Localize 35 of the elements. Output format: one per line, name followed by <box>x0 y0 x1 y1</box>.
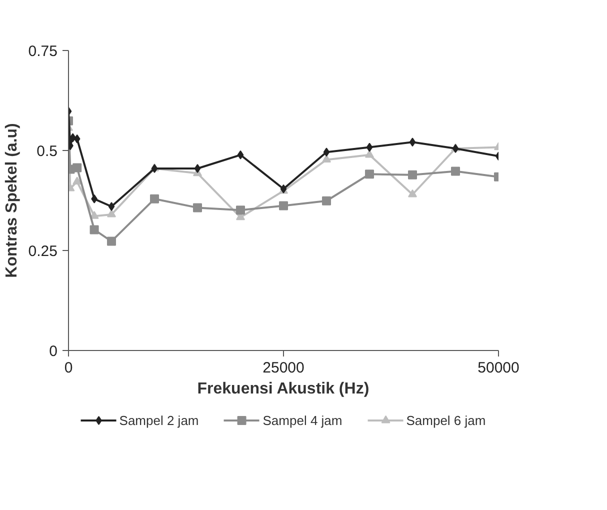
point <box>107 236 116 246</box>
x-axis-title: Frekuensi Akustik (Hz) <box>197 380 370 398</box>
point <box>451 166 460 176</box>
point <box>322 154 331 163</box>
point <box>408 189 417 198</box>
y-tick-label: 0.25 <box>28 243 58 260</box>
point <box>279 201 288 210</box>
y-tick-label: 0 <box>49 343 58 360</box>
legend-label: Sampel 6 jam <box>406 412 486 428</box>
point <box>237 150 244 160</box>
y-tick-label: 0.5 <box>36 143 58 160</box>
point <box>409 138 416 147</box>
point <box>72 163 82 172</box>
y-axis-title: Kontras Spekel (a.u) <box>3 123 20 278</box>
legend-label: Sampel 4 jam <box>262 412 342 428</box>
point <box>193 203 202 212</box>
point <box>90 210 99 219</box>
legend-label: Sampel 2 jam <box>119 412 199 428</box>
point <box>322 196 331 206</box>
point <box>90 225 99 234</box>
x-tick-label: 50000 <box>478 360 520 376</box>
point <box>74 134 80 144</box>
point <box>194 164 201 173</box>
point <box>236 206 245 215</box>
point <box>150 194 159 204</box>
point <box>408 170 417 180</box>
x-tick-label: 0 <box>64 360 73 376</box>
point <box>108 202 115 211</box>
x-tick-label: 25000 <box>262 360 304 376</box>
point <box>323 148 330 157</box>
point <box>365 170 374 179</box>
y-tick-label: 0.75 <box>28 43 58 60</box>
point <box>107 209 116 218</box>
point <box>366 142 373 152</box>
point <box>72 176 82 185</box>
